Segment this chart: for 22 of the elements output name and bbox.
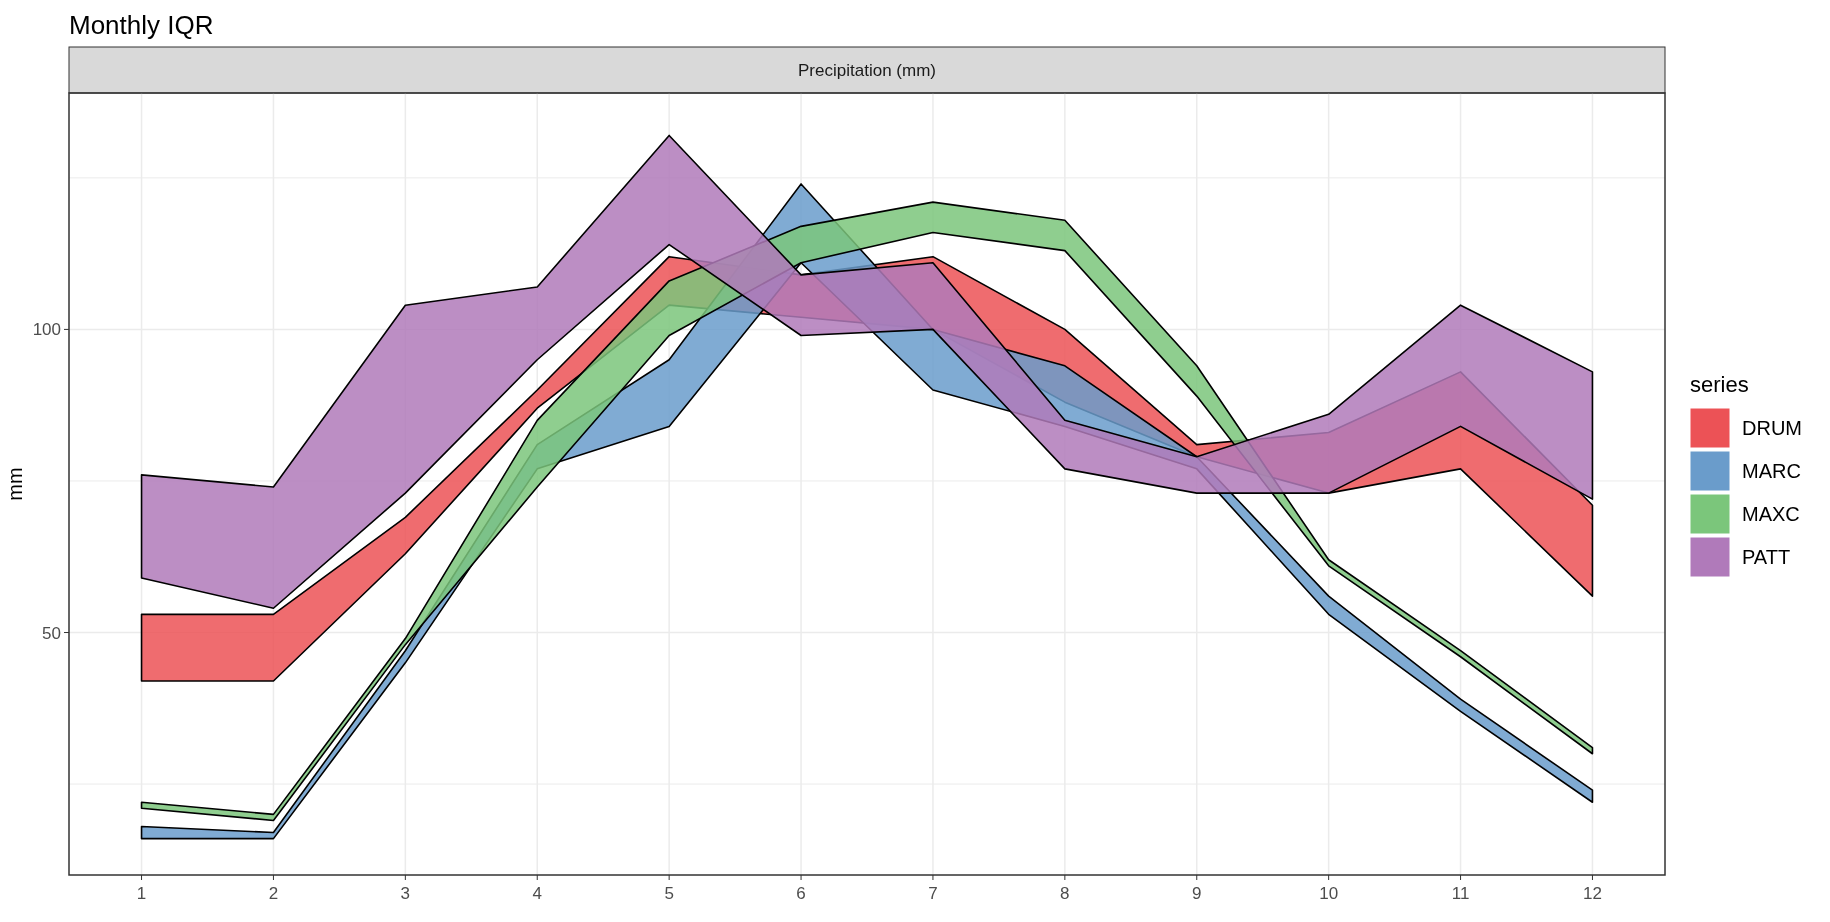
x-tick-label: 2	[268, 884, 279, 903]
x-tick-label: 3	[400, 884, 411, 903]
legend-label: DRUM	[1742, 417, 1802, 439]
x-tick-label: 4	[532, 884, 542, 903]
legend-label: MARC	[1742, 460, 1801, 482]
chart-subtitle: Precipitation (mm)	[798, 61, 936, 80]
x-tick-label: 5	[664, 884, 674, 903]
legend-label: PATT	[1742, 546, 1791, 568]
x-tick-label: 12	[1582, 884, 1602, 903]
x-tick-label: 7	[928, 884, 938, 903]
chart-title: Monthly IQR	[69, 10, 214, 40]
y-axis-title: mm	[4, 467, 26, 501]
x-tick-label: 6	[796, 884, 806, 903]
x-tick-label: 1	[136, 884, 147, 903]
x-tick-label: 9	[1192, 884, 1202, 903]
x-tick-label: 8	[1060, 884, 1070, 903]
legend-label: MAXC	[1742, 503, 1800, 525]
y-tick-label: 50	[42, 623, 61, 643]
legend-title: series	[1690, 372, 1749, 397]
y-tick-label: 100	[32, 320, 61, 340]
x-tick-label: 11	[1451, 884, 1470, 903]
x-tick-label: 10	[1319, 884, 1339, 903]
